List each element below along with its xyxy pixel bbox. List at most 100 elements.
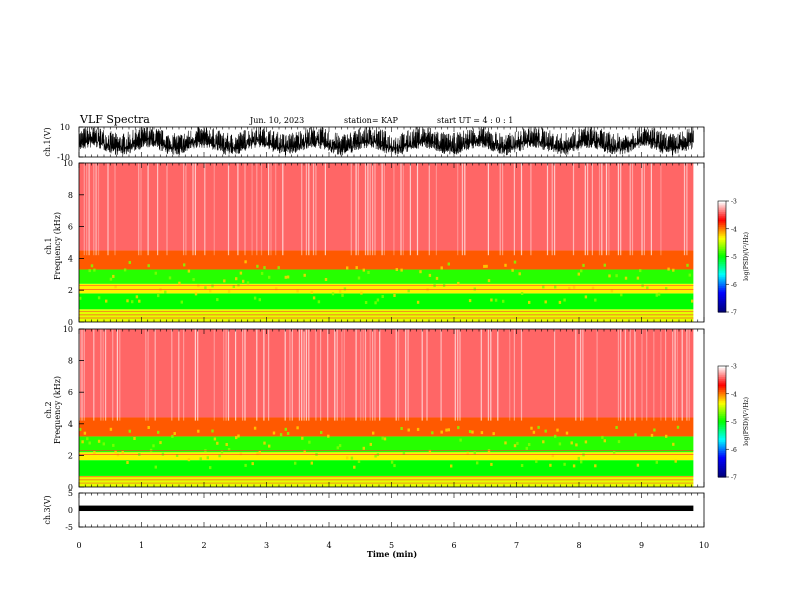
colorbar-segment	[718, 386, 726, 389]
colorbar-segment	[718, 234, 726, 237]
spectrogram-speckle	[457, 281, 460, 285]
spectrogram-speckle	[258, 451, 261, 455]
spectrogram-streak	[381, 163, 383, 256]
spectrogram-speckle	[204, 286, 207, 290]
spectrogram-streak	[520, 329, 523, 421]
colorbar-segment	[718, 369, 726, 373]
spectrogram-streak	[551, 163, 553, 256]
spectrogram-speckle	[435, 276, 439, 280]
colorbar-segment	[718, 204, 726, 208]
colorbar-segment	[718, 390, 726, 393]
spectrogram-speckle	[343, 287, 347, 291]
spectrogram-speckle	[504, 441, 507, 445]
spectrogram-speckle	[272, 431, 276, 435]
colorbar-segment	[718, 408, 726, 411]
ch3-waveform-ticks: -5 0 5	[65, 489, 83, 532]
spectrogram-speckle	[168, 276, 172, 280]
spectrogram-speckle	[294, 461, 297, 465]
spectrogram-streak	[86, 163, 88, 256]
spectrogram-streak	[364, 163, 367, 256]
spectrogram-streak	[554, 163, 556, 256]
spectrogram-streak	[440, 329, 442, 421]
x-tick-label: 6	[451, 541, 456, 550]
spectrogram-streak	[686, 329, 688, 421]
colorbar-segment	[718, 232, 726, 235]
colorbar-segment	[718, 391, 726, 395]
spectrogram-streak	[634, 329, 636, 421]
spectrogram-streak	[242, 329, 244, 421]
spectrogram-speckle	[577, 272, 580, 276]
spectrogram-streak	[166, 163, 168, 256]
spectrogram-speckle	[563, 462, 566, 466]
spectrogram-speckle	[544, 429, 547, 433]
spectrogram-speckle	[653, 428, 656, 432]
spectrogram-streak	[582, 329, 584, 421]
spectrogram-speckle	[544, 300, 547, 304]
colorbar-tick-label: -4	[731, 391, 737, 398]
spectrogram-speckle	[88, 269, 91, 273]
spectrogram-streak	[620, 163, 622, 256]
colorbar-segment	[718, 441, 726, 445]
spectrogram-speckle	[367, 271, 370, 274]
spectrogram-streak	[235, 329, 237, 421]
colorbar-segment	[718, 202, 726, 206]
colorbar-segment	[718, 254, 726, 258]
spectrogram-streak	[301, 163, 303, 256]
colorbar-segment	[718, 403, 726, 406]
spectrogram-streak	[620, 329, 622, 421]
freq-tick-label: 2	[68, 286, 73, 295]
colorbar-label: log(PSD)(V²/Hz)	[743, 397, 750, 446]
spectrogram-streak	[192, 163, 194, 256]
spectrogram-speckle	[357, 460, 361, 463]
spectrogram-speckle	[577, 456, 580, 460]
spectrogram-speckle	[582, 263, 585, 267]
spectrogram-speckle	[601, 435, 604, 439]
colorbar-segment	[718, 427, 726, 430]
spectrogram-streak	[256, 329, 258, 421]
spectrogram-streak	[223, 329, 225, 421]
colorbar-segment	[718, 282, 726, 285]
colorbar-segment	[718, 380, 726, 384]
colorbar-segment	[718, 382, 726, 386]
colorbar-segment	[718, 473, 726, 476]
colorbar-segment	[718, 456, 726, 460]
spectrogram-streak	[355, 163, 357, 256]
spectrogram-speckle	[620, 293, 623, 297]
spectrogram-streak	[660, 329, 662, 421]
spectrogram-streak	[584, 163, 586, 256]
spectrogram-streak	[360, 329, 362, 421]
colorbar-tick-label: -5	[731, 419, 737, 426]
colorbar-segment	[718, 262, 726, 265]
spectrogram-speckle	[286, 275, 290, 279]
spectrogram-speckle	[79, 427, 82, 431]
colorbar-segment	[718, 449, 726, 452]
spectrogram-streak	[107, 163, 109, 256]
spectrogram-speckle	[580, 460, 583, 464]
spectrogram-speckle	[246, 281, 250, 285]
spectrogram-streak	[665, 329, 667, 421]
freq-tick-label: 4	[68, 254, 73, 263]
spectrogram-speckle	[636, 463, 640, 467]
colorbar-segment	[718, 458, 726, 461]
spectrogram-speckle	[407, 289, 410, 293]
spectrogram-streak	[608, 163, 610, 256]
spectrogram-streak	[95, 163, 97, 256]
spectrogram-streak	[372, 163, 374, 256]
spectrogram-speckle	[123, 268, 127, 272]
colorbar-segment	[718, 258, 726, 261]
spectrogram-streak	[350, 163, 352, 256]
spectrogram-streak	[112, 329, 114, 421]
spectrogram-speckle	[178, 281, 181, 285]
colorbar-segment	[718, 289, 726, 293]
colorbar-segment	[718, 293, 726, 296]
spectrogram-speckle	[610, 289, 614, 293]
colorbar-segment	[718, 223, 726, 226]
spectrogram-streak	[591, 163, 593, 256]
colorbar-tick-label: -3	[731, 199, 737, 206]
spectrogram-streak	[400, 163, 402, 256]
spectrogram-speckle	[93, 451, 96, 455]
spectrogram-streak	[405, 329, 407, 421]
colorbar-segment	[718, 299, 726, 302]
spectrogram-speckle	[615, 274, 618, 278]
spectrogram-streak	[509, 329, 511, 421]
